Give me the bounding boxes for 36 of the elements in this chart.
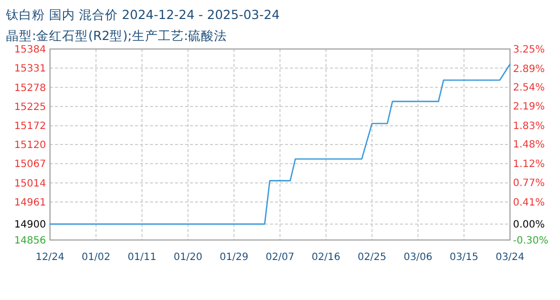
line-series (49, 64, 511, 225)
x-tick-label: 02/25 (358, 252, 386, 263)
x-tick-label: 03/06 (404, 252, 432, 263)
y2-tick-label: 2.19% (513, 102, 545, 113)
x-tick-label: 01/29 (220, 252, 248, 263)
y-tick-label: 14856 (14, 236, 46, 246)
x-tick-label: 12/24 (36, 252, 64, 263)
y2-tick-label: 0.41% (513, 197, 545, 208)
y2-tick-label: 1.48% (513, 140, 545, 151)
y2-tick-label: -0.30% (513, 236, 548, 246)
x-tick-label: 01/20 (174, 252, 202, 263)
y-tick-label: 15331 (14, 64, 46, 75)
y-tick-label: 15120 (14, 140, 46, 151)
y2-tick-label: 0.77% (513, 178, 545, 189)
y-tick-label: 15172 (14, 121, 46, 132)
x-tick-label: 02/16 (312, 252, 340, 263)
chart-subtitle: 晶型:金红石型(R2型);生产工艺:硫酸法 (6, 28, 228, 43)
y-tick-label: 15014 (14, 178, 46, 190)
y-tick-label: 15278 (14, 82, 46, 94)
y-tick-label: 15384 (14, 44, 46, 56)
y2-tick-label: 2.89% (513, 64, 545, 75)
y-tick-label: 15067 (14, 159, 46, 170)
x-tick-label: 03/24 (496, 252, 524, 263)
x-tick-label: 03/15 (450, 252, 478, 263)
x-tick-label: 02/07 (266, 252, 294, 263)
y2-tick-label: 3.25% (513, 44, 545, 56)
y2-tick-label: 0.00% (513, 219, 545, 230)
chart-title: 钛白粉 国内 混合价 2024-12-24 - 2025-03-24 (5, 7, 280, 22)
y-tick-label: 15225 (14, 102, 46, 114)
x-tick-label: 01/02 (82, 252, 110, 263)
y2-tick-label: 1.12% (513, 159, 545, 170)
x-tick-label: 01/11 (128, 252, 156, 263)
y2-tick-label: 2.54% (513, 82, 545, 94)
y2-tick-label: 1.83% (513, 120, 545, 132)
y-tick-label: 14900 (14, 220, 46, 231)
y-tick-label: 14961 (14, 198, 46, 209)
